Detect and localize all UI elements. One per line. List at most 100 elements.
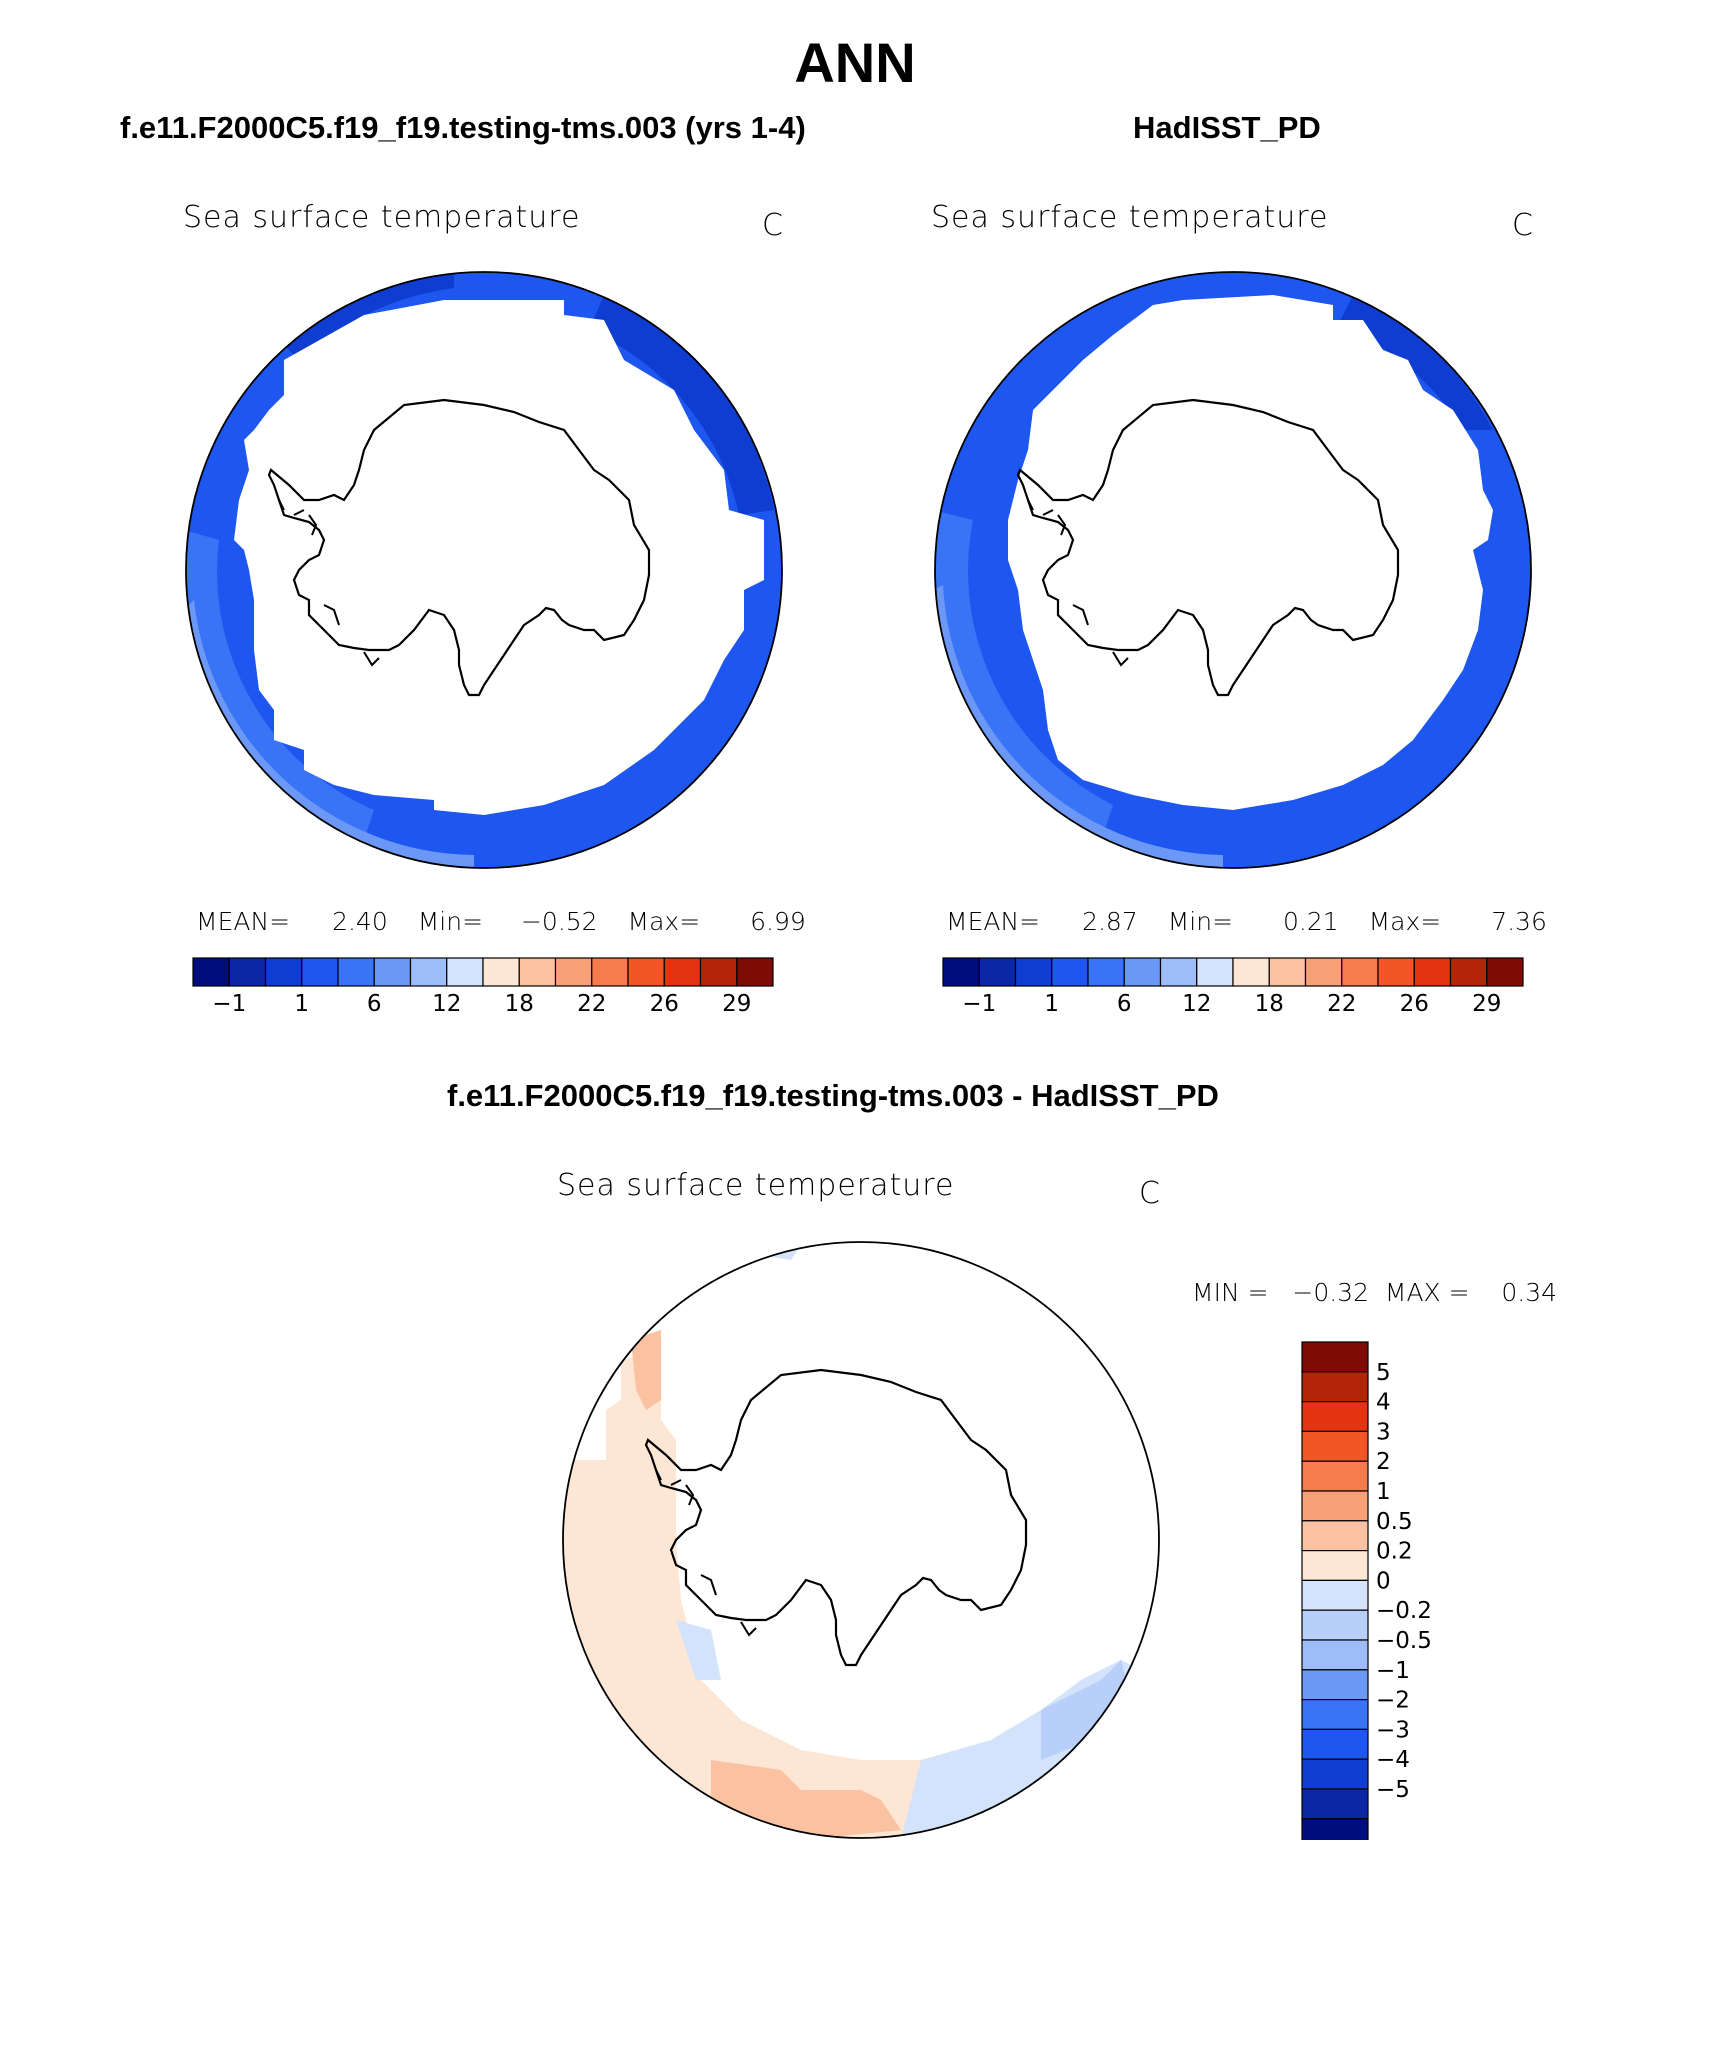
diff-colorbar-box [1301,1788,1369,1820]
left-min-label: Min= [417,907,484,936]
right-colorbar-box [1123,957,1162,987]
diff-polar-map [562,1241,1160,1839]
diff-colorbar-box [1301,1758,1369,1790]
diff-colorbar-tick: 2 [1376,1449,1391,1475]
left-colorbar-box [591,957,629,987]
diff-colorbar-tick: 3 [1376,1419,1391,1445]
diff-colorbar-box [1301,1728,1369,1760]
diff-variable-label: Sea surface temperature [557,1168,955,1203]
left-colorbar-box [736,957,774,987]
left-colorbar-tick: 18 [505,991,534,1017]
diff-colorbar-box [1301,1430,1369,1462]
left-colorbar-box [482,957,520,987]
right-variable-label: Sea surface temperature [931,200,1329,235]
left-colorbar-box [337,957,375,987]
diff-cool-patch [1041,1660,1131,1760]
right-colorbar-tick: 26 [1400,991,1429,1017]
right-colorbar-box [1304,957,1343,987]
figure-title: ANN [794,31,916,94]
diff-colorbar-tick: −3 [1376,1717,1410,1743]
right-colorbar-tick: 22 [1327,991,1356,1017]
left-mean-value: 2.40 [332,907,388,936]
right-min-value: 0.21 [1282,907,1339,936]
left-colorbar-tick: 6 [367,991,382,1017]
diff-units-label: C [1139,1176,1161,1211]
right-colorbar-box [1014,957,1053,987]
diff-warm-anomaly-west [563,1340,941,1838]
left-polar-map [185,271,783,869]
right-colorbar-box [1087,957,1125,987]
right-colorbar-box [1232,957,1270,987]
left-colorbar-box [627,957,665,987]
right-colorbar-box [1159,957,1198,987]
left-colorbar-tick: 26 [650,991,679,1017]
diff-colorbar-box [1301,1400,1369,1432]
diff-colorbar-box [1301,1699,1369,1731]
left-colorbar-box [663,957,702,987]
left-variable-label: Sea surface temperature [183,200,581,235]
right-colorbar-box [1377,957,1415,987]
left-min-value: −0.52 [520,907,598,936]
right-units-label: C [1512,208,1534,243]
diff-colorbar-box [1301,1490,1369,1522]
diff-colorbar-tick: 0 [1376,1568,1391,1594]
right-sst-band-cold [1338,295,1493,430]
diff-cool-patch-west [676,1620,721,1680]
right-mean-label: MEAN= [946,907,1041,936]
right-colorbar-tick: 18 [1255,991,1284,1017]
diff-colorbar-box [1301,1639,1369,1671]
diff-colorbar-box [1301,1341,1369,1373]
left-colorbar-box [228,957,267,987]
diff-colorbar-tick: 5 [1376,1360,1391,1386]
left-max-label: Max= [627,907,701,936]
left-units-label: C [762,208,784,243]
diff-colorbar-tick: 0.5 [1376,1509,1413,1535]
left-colorbar-box [409,957,448,987]
diff-colorbar-tick: 1 [1376,1479,1391,1505]
diff-colorbar-tick: −0.2 [1376,1598,1432,1624]
diff-colorbar-box [1301,1371,1369,1403]
right-colorbar-tick: 12 [1182,991,1211,1017]
diff-colorbar-box [1301,1550,1369,1582]
diff-colorbar-box [1301,1460,1369,1492]
right-colorbar-box [1051,957,1089,987]
right-colorbar-tick: 29 [1472,991,1501,1017]
right-max-label: Max= [1368,907,1442,936]
left-colorbar-box [192,957,230,987]
right-colorbar-box [942,957,980,987]
right-sst-band-warmer [935,585,1223,868]
right-colorbar-box [1268,957,1307,987]
right-panel-heading: HadISST_PD [1133,110,1321,145]
left-sea-ice-mask [234,300,764,815]
right-colorbar: −1 1 6 12 18 22 26 29 [942,957,1524,1017]
left-colorbar-tick: 29 [722,991,751,1017]
diff-minmax-label: MIN = −0.32 MAX = 0.34 [1192,1278,1558,1307]
left-colorbar-box [518,957,557,987]
right-colorbar-box [1196,957,1234,987]
right-min-label: Min= [1167,907,1234,936]
right-polar-map [934,271,1532,869]
left-colorbar-box [301,957,339,987]
diff-colorbar-tick: 4 [1376,1390,1391,1416]
diff-colorbar-box [1301,1818,1369,1840]
diff-colorbar-box [1301,1520,1369,1552]
right-colorbar-tick: 6 [1117,991,1132,1017]
diff-colorbar-tick: −5 [1376,1777,1410,1803]
right-max-value: 7.36 [1491,907,1547,936]
diff-colorbar-box [1301,1579,1369,1611]
left-mean-label: MEAN= [196,907,291,936]
left-colorbar-tick: 1 [294,991,309,1017]
right-colorbar-tick: 1 [1044,991,1059,1017]
right-colorbar-tick: −1 [962,991,996,1017]
left-sst-band-cold-north [284,272,454,360]
right-colorbar-box [1341,957,1379,987]
left-colorbar-box [373,957,412,987]
diff-colorbar-tick: −2 [1376,1688,1410,1714]
diff-colorbar-tick: −1 [1376,1658,1410,1684]
left-sst-band-warmer [186,600,474,868]
right-stats: MEAN= 2.87 Min= 0.21 Max= 7.36 [946,907,1547,936]
diff-colorbar-tick: −0.5 [1376,1628,1432,1654]
left-colorbar-tick: −1 [212,991,246,1017]
left-colorbar-box [554,957,593,987]
left-sst-band-cold [589,295,774,515]
